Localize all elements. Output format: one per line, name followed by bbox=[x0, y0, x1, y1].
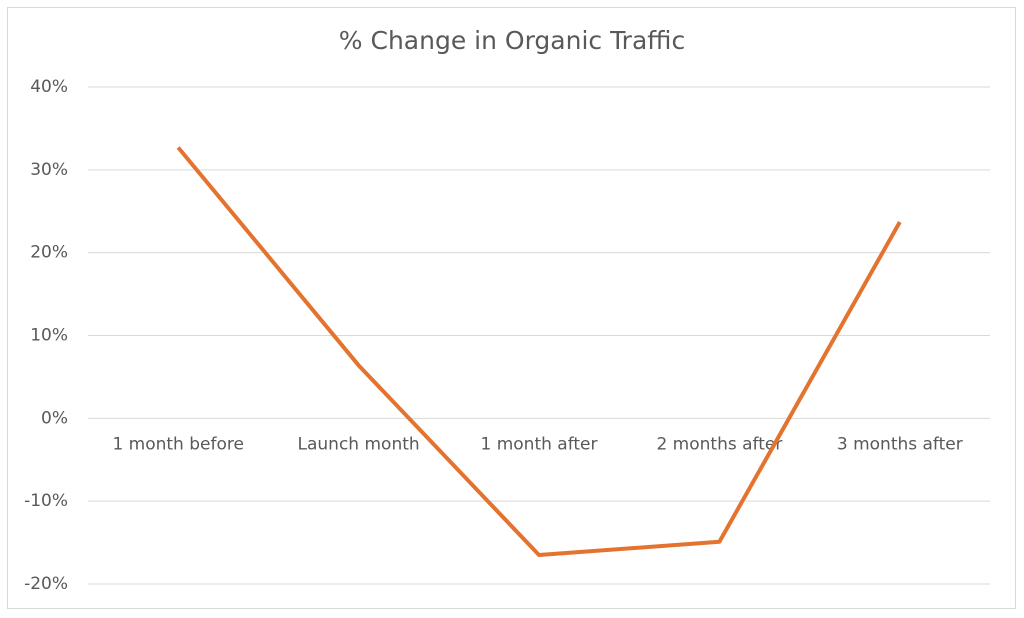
x-tick-label: Launch month bbox=[298, 434, 420, 454]
y-tick-label: 10% bbox=[30, 326, 68, 346]
x-tick-label: 3 months after bbox=[837, 434, 963, 454]
x-tick-label: 1 month after bbox=[480, 434, 597, 454]
chart-border bbox=[7, 7, 1016, 609]
y-tick-label: -10% bbox=[24, 491, 68, 511]
y-tick-label: 40% bbox=[30, 77, 68, 97]
y-tick-label: 0% bbox=[41, 408, 68, 428]
x-tick-label: 1 month before bbox=[112, 434, 244, 454]
y-tick-label: 20% bbox=[30, 243, 68, 263]
x-tick-label: 2 months after bbox=[656, 434, 782, 454]
y-tick-label: 30% bbox=[30, 160, 68, 180]
chart-title: % Change in Organic Traffic bbox=[339, 26, 685, 55]
data-line bbox=[176, 146, 902, 558]
y-tick-label: -20% bbox=[24, 574, 68, 594]
